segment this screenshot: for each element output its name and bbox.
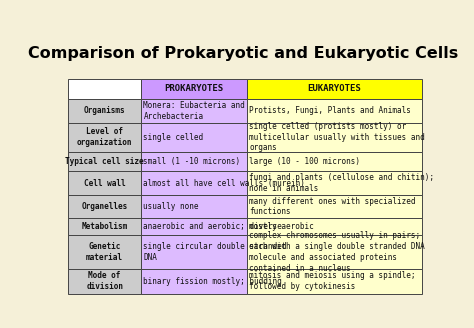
Bar bbox=[141, 99, 247, 123]
Text: Protists, Fungi, Plants and Animals: Protists, Fungi, Plants and Animals bbox=[249, 107, 411, 115]
Bar bbox=[247, 78, 422, 99]
Bar bbox=[68, 99, 141, 123]
Bar bbox=[247, 123, 422, 152]
Text: almost all have cell walls (murein): almost all have cell walls (murein) bbox=[144, 178, 305, 188]
Bar bbox=[141, 78, 247, 99]
Bar bbox=[247, 99, 422, 123]
Text: usually none: usually none bbox=[144, 202, 199, 211]
Text: mitosis and meiosis using a spindle;
followed by cytokinesis: mitosis and meiosis using a spindle; fol… bbox=[249, 272, 416, 291]
Text: large (10 - 100 microns): large (10 - 100 microns) bbox=[249, 157, 360, 166]
Text: fungi and plants (cellulose and chitin);
none in animals: fungi and plants (cellulose and chitin);… bbox=[249, 173, 435, 193]
Bar bbox=[68, 235, 141, 269]
Bar bbox=[68, 123, 141, 152]
Bar bbox=[247, 195, 422, 218]
Text: Organelles: Organelles bbox=[82, 202, 128, 211]
Bar bbox=[68, 195, 141, 218]
Text: small (1 -10 microns): small (1 -10 microns) bbox=[144, 157, 241, 166]
Text: single celled (protists mostly) or
multicellular usually with tissues and
organs: single celled (protists mostly) or multi… bbox=[249, 122, 425, 153]
Bar bbox=[141, 269, 247, 294]
Bar bbox=[247, 152, 422, 171]
Text: Cell wall: Cell wall bbox=[84, 178, 126, 188]
Bar bbox=[68, 218, 141, 235]
Bar bbox=[68, 171, 141, 195]
Text: single celled: single celled bbox=[144, 133, 203, 142]
Text: single circular double stranded
DNA: single circular double stranded DNA bbox=[144, 242, 287, 262]
Bar bbox=[141, 171, 247, 195]
Bar bbox=[247, 269, 422, 294]
Text: Genetic
material: Genetic material bbox=[86, 242, 123, 262]
Bar bbox=[141, 195, 247, 218]
Text: Comparison of Prokaryotic and Eukaryotic Cells: Comparison of Prokaryotic and Eukaryotic… bbox=[28, 46, 458, 61]
Bar bbox=[247, 171, 422, 195]
Text: anaerobic and aerobic; diverse: anaerobic and aerobic; diverse bbox=[144, 222, 282, 231]
Bar bbox=[141, 123, 247, 152]
Bar bbox=[247, 218, 422, 235]
Bar bbox=[68, 78, 141, 99]
Bar bbox=[141, 152, 247, 171]
Bar bbox=[68, 152, 141, 171]
Text: Monera: Eubacteria and
Archebacteria: Monera: Eubacteria and Archebacteria bbox=[144, 101, 245, 121]
Bar bbox=[68, 269, 141, 294]
Bar bbox=[141, 218, 247, 235]
Bar bbox=[247, 235, 422, 269]
Bar bbox=[141, 235, 247, 269]
Text: Metabolism: Metabolism bbox=[82, 222, 128, 231]
Text: many different ones with specialized
functions: many different ones with specialized fun… bbox=[249, 197, 416, 216]
Text: Typical cell size: Typical cell size bbox=[65, 157, 144, 166]
Text: Level of
organization: Level of organization bbox=[77, 127, 132, 147]
Text: binary fission mostly; budding: binary fission mostly; budding bbox=[144, 277, 282, 286]
Text: PROKARYOTES: PROKARYOTES bbox=[164, 84, 223, 93]
Text: EUKARYOTES: EUKARYOTES bbox=[308, 84, 361, 93]
Text: complex chromosomes usually in pairs;
each with a single double stranded DNA
mol: complex chromosomes usually in pairs; ea… bbox=[249, 231, 425, 273]
Text: mostly aerobic: mostly aerobic bbox=[249, 222, 314, 231]
Text: Mode of
division: Mode of division bbox=[86, 272, 123, 291]
Text: Organisms: Organisms bbox=[84, 107, 126, 115]
